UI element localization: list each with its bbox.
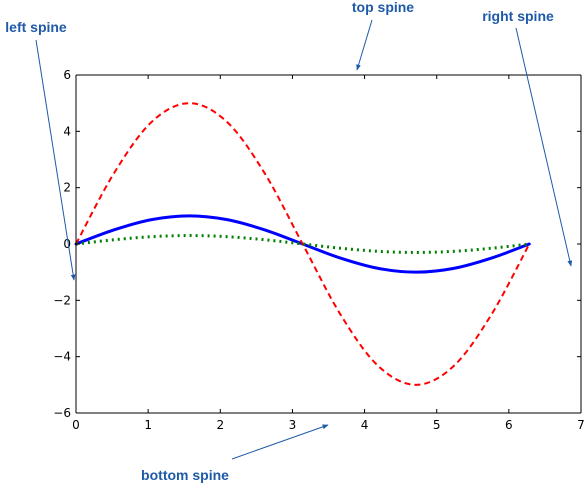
series-line-dotted bbox=[75, 234, 530, 254]
x-tick-label: 0 bbox=[72, 418, 80, 432]
y-tick-label: −6 bbox=[53, 406, 71, 420]
x-tick-label: 2 bbox=[216, 418, 224, 432]
bottom-spine-label: bottom spine bbox=[141, 467, 229, 483]
left-spine-label: left spine bbox=[5, 19, 67, 35]
series-layer bbox=[74, 102, 531, 386]
y-tick-label: 2 bbox=[63, 181, 71, 195]
y-tick-label: −2 bbox=[53, 293, 71, 307]
series-line-dashed bbox=[75, 102, 531, 386]
right-spine-arrow bbox=[515, 27, 573, 267]
x-tick-label: 4 bbox=[361, 418, 369, 432]
bottom-spine-arrow bbox=[231, 424, 329, 460]
plot-area bbox=[76, 75, 581, 413]
x-tick-label: 3 bbox=[289, 418, 297, 432]
y-tick-label: 4 bbox=[63, 124, 71, 138]
x-tick-label: 7 bbox=[577, 418, 585, 432]
x-tick-label: 6 bbox=[505, 418, 513, 432]
top-spine-arrow bbox=[356, 19, 373, 71]
x-tick-label: 5 bbox=[433, 418, 441, 432]
y-tick-label: −4 bbox=[53, 350, 71, 364]
annotations: top spine right spine left spine bottom spi… bbox=[5, 0, 573, 483]
y-tick-label: 6 bbox=[63, 68, 71, 82]
right-spine-label: right spine bbox=[482, 8, 554, 24]
y-tick-labels: −6 −4 −2 0 2 4 6 bbox=[53, 68, 71, 420]
x-tick-labels: 0 1 2 3 4 5 6 7 bbox=[72, 418, 585, 432]
ticks bbox=[75, 74, 582, 414]
top-spine-label: top spine bbox=[352, 0, 414, 15]
y-tick-label: 0 bbox=[63, 237, 71, 251]
left-spine-arrow bbox=[35, 39, 76, 281]
x-tick-label: 1 bbox=[144, 418, 152, 432]
